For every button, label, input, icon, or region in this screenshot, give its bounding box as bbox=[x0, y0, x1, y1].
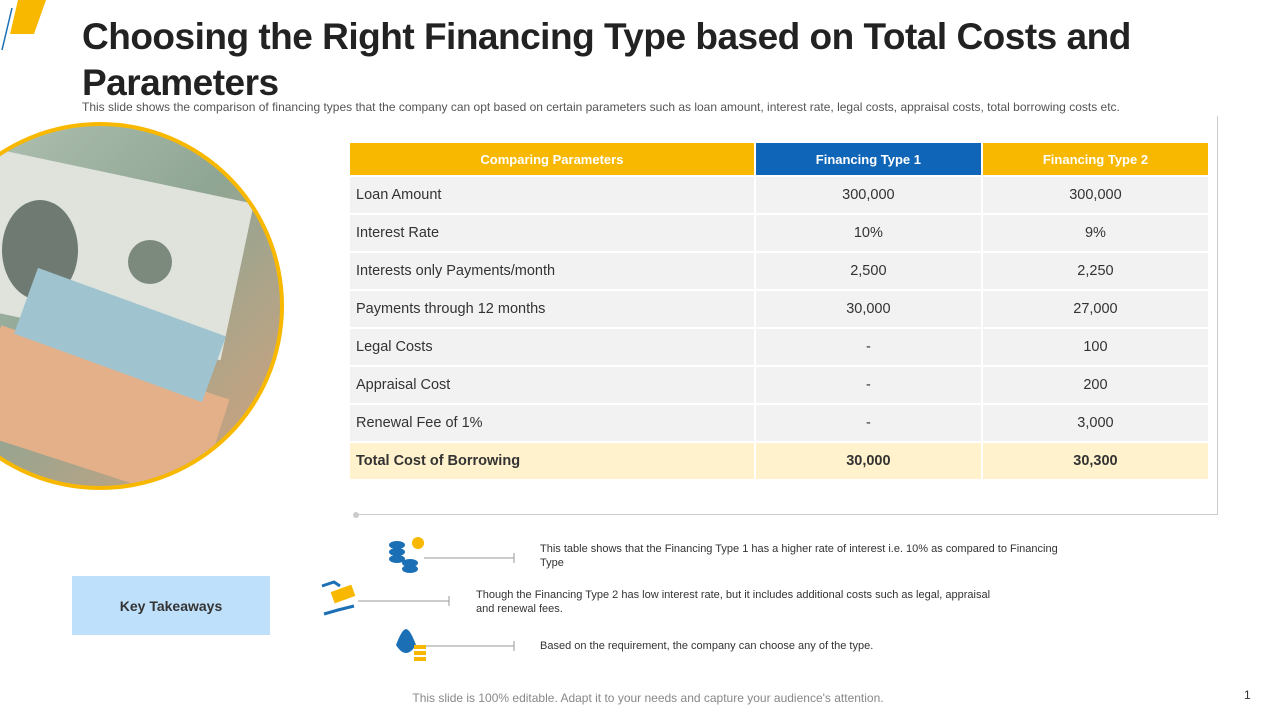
header-row: Comparing Parameters Financing Type 1 Fina… bbox=[348, 141, 1211, 177]
takeaway-text: This table shows that the Financing Type… bbox=[540, 543, 1058, 569]
footer-note: This slide is 100% editable. Adapt it to… bbox=[412, 691, 884, 705]
table-row: Legal Costs -100 bbox=[348, 327, 1211, 367]
table-cell: Appraisal Cost bbox=[348, 365, 756, 405]
subtitle: This slide shows the comparison of finan… bbox=[82, 100, 1120, 114]
column-header: Financing Type 1 bbox=[753, 141, 983, 177]
table-cell: Interests only Payments/month bbox=[348, 251, 756, 291]
table-frame bbox=[355, 116, 1218, 515]
frame-dot bbox=[353, 512, 359, 518]
table-cell: Loan Amount bbox=[348, 175, 756, 215]
corner-line bbox=[1, 7, 13, 51]
table-cell: Renewal Fee of 1% bbox=[348, 403, 756, 443]
table-row: Interests only Payments/month 2,500 2,250 bbox=[348, 251, 1211, 291]
table-cell: Interest Rate bbox=[348, 213, 756, 253]
table-row: Renewal Fee of 1% -3,000 bbox=[348, 403, 1211, 443]
page-number: 1 bbox=[1244, 688, 1251, 702]
column-header: Comparing Parameters bbox=[348, 141, 756, 177]
table-cell: - bbox=[753, 365, 983, 405]
table-cell: Payments through 12 months bbox=[348, 289, 756, 329]
comparison-table: Comparing Parameters Financing Type 1 Fina… bbox=[348, 141, 1211, 481]
table-cell: 200 bbox=[980, 365, 1211, 405]
table-row: Loan Amount 300,000 300,000 bbox=[348, 175, 1211, 215]
column-header: Financing Type 2 bbox=[980, 141, 1211, 177]
table-cell: 27,000 bbox=[980, 289, 1211, 329]
corner-accent bbox=[10, 0, 46, 34]
takeaway-text: Based on the requirement, the company ca… bbox=[540, 640, 874, 652]
total-row: Total Cost of Borrowing 30,000 30,300 bbox=[348, 441, 1211, 481]
table-cell: - bbox=[753, 403, 983, 443]
table-cell: - bbox=[753, 327, 983, 367]
table-cell: 3,000 bbox=[980, 403, 1211, 443]
table-cell: 30,000 bbox=[753, 441, 983, 481]
table-cell: 9% bbox=[980, 213, 1211, 253]
takeaway-text: Though the Financing Type 2 has low inte… bbox=[476, 589, 991, 615]
table-cell: 10% bbox=[753, 213, 983, 253]
table-cell: 2,250 bbox=[980, 251, 1211, 291]
table-cell: 30,000 bbox=[753, 289, 983, 329]
table-cell: 100 bbox=[980, 327, 1211, 367]
table-row: Appraisal Cost -200 bbox=[348, 365, 1211, 405]
table-cell: 300,000 bbox=[980, 175, 1211, 215]
takeaway-icons bbox=[321, 537, 515, 661]
table-cell: 2,500 bbox=[753, 251, 983, 291]
table-row: Interest Rate 10% 9% bbox=[348, 213, 1211, 253]
table-cell: Legal Costs bbox=[348, 327, 756, 367]
money-photo bbox=[0, 126, 280, 486]
table-cell: 30,300 bbox=[980, 441, 1211, 481]
table-row: Payments through 12 months 30,000 27,000 bbox=[348, 289, 1211, 329]
key-takeaways: Key Takeaways bbox=[72, 576, 270, 635]
table-cell: 300,000 bbox=[753, 175, 983, 215]
table-cell: Total Cost of Borrowing bbox=[348, 441, 756, 481]
title: Choosing the Right Financing Type based … bbox=[82, 16, 1131, 103]
